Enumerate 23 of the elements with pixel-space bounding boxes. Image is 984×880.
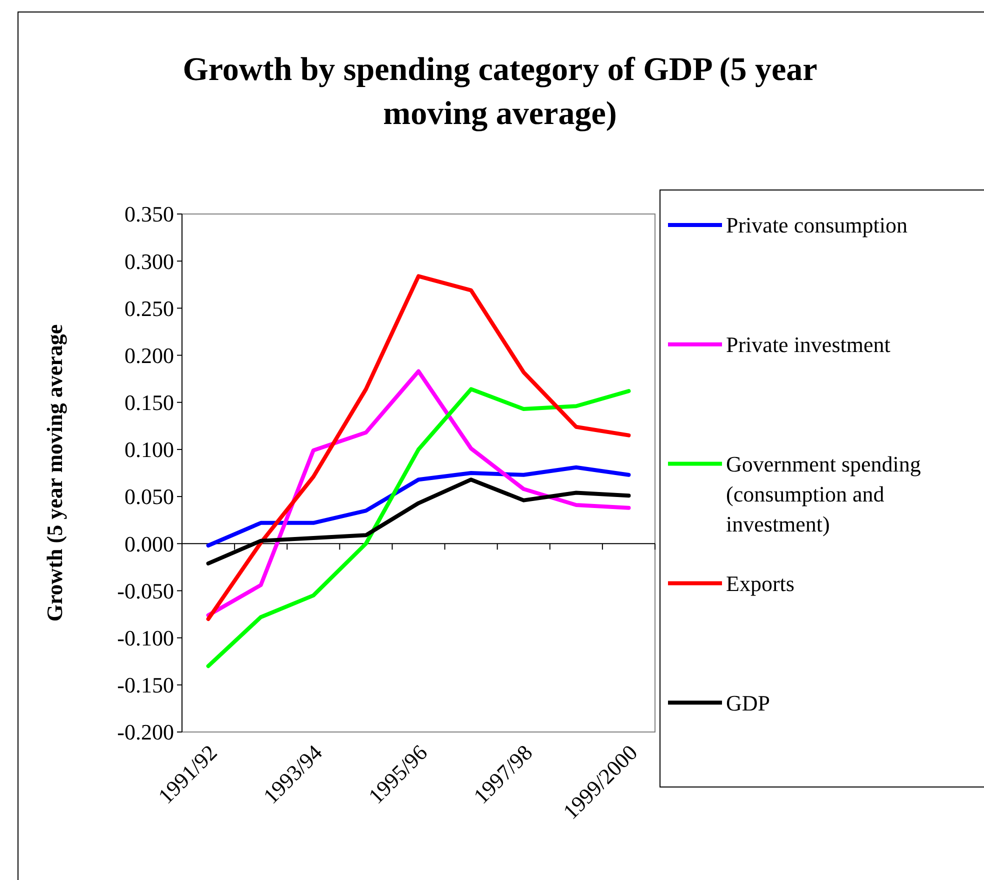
legend-label: Government spending (consumption and investment) — [726, 452, 921, 536]
legend-label: GDP — [726, 690, 770, 716]
y-tick-label: 0.150 — [124, 390, 174, 416]
y-tick-label: 0.000 — [124, 531, 174, 556]
legend-label: Exports — [726, 570, 794, 596]
line-series — [206, 465, 631, 548]
legend-label: Private investment — [726, 332, 890, 358]
y-tick-label: 0.250 — [124, 296, 174, 321]
y-axis-title: Growth (5 year moving average — [42, 324, 67, 622]
y-tick-label: 0.350 — [124, 202, 174, 227]
y-tick-label: 0.200 — [124, 342, 174, 368]
y-tick-label: -0.200 — [117, 720, 174, 745]
y-tick-label: 0.100 — [124, 437, 174, 462]
y-tick-label: -0.150 — [117, 672, 174, 698]
y-tick-label: 0.300 — [124, 248, 174, 274]
line-series — [206, 387, 631, 668]
y-tick-label: 0.050 — [124, 484, 174, 510]
chart-title: Growth by spending category of GDP (5 year moving average) — [182, 52, 818, 132]
line-series — [206, 274, 631, 621]
y-tick-label: -0.050 — [117, 578, 174, 604]
y-tick-label: -0.100 — [117, 626, 174, 651]
line-series — [206, 369, 631, 618]
legend-label: Private consumption — [726, 212, 908, 238]
